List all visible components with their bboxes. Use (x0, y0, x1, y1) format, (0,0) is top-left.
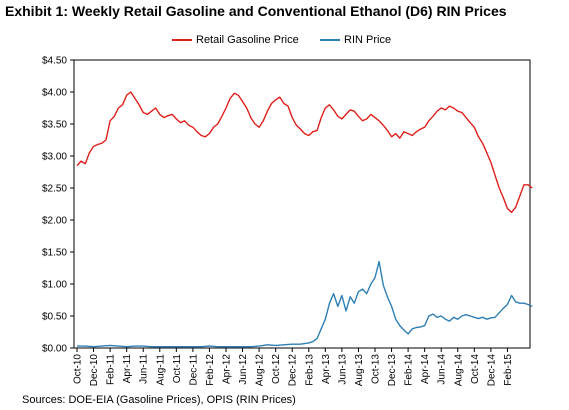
plot-area (73, 59, 531, 349)
x-tick-label: Aug-13 (354, 354, 365, 387)
x-axis: Oct-10 Dec-10 Feb-11 Apr-11 Jun-11 Aug-11 Oct-… (73, 348, 514, 386)
x-tick-label: Apr-14 (420, 354, 431, 384)
x-tick-label: Feb-15 (503, 354, 514, 386)
x-tick-label: Oct-10 (73, 354, 84, 384)
x-tick-label: Dec-14 (486, 354, 497, 387)
x-tick-label: Aug-11 (155, 354, 166, 386)
x-tick-label: Feb-14 (404, 354, 415, 386)
y-tick-label: $0.50 (42, 312, 67, 323)
x-tick-label: Feb-13 (304, 354, 315, 386)
y-tick-label: $2.50 (42, 184, 67, 195)
legend: Retail Gasoline Price RIN Price (0, 34, 569, 50)
series-line-gasoline (76, 91, 533, 214)
y-tick-label: $3.00 (42, 152, 67, 163)
x-tick-label: Apr-11 (122, 354, 133, 384)
x-tick-label: Apr-13 (321, 354, 332, 384)
y-tick-label: $0.00 (42, 344, 67, 355)
x-tick-label: Dec-10 (89, 354, 100, 387)
x-tick-label: Dec-11 (188, 354, 199, 386)
y-tick-label: $4.50 (42, 56, 67, 67)
x-tick-label: Aug-14 (453, 354, 464, 387)
x-tick-label: Oct-13 (371, 354, 382, 384)
x-tick-label: Oct-14 (470, 354, 481, 384)
y-axis: $0.00 $0.50 $1.00 $1.50 $2.00 $2.50 $3.00 $3.50… (42, 56, 74, 355)
x-tick-label: Oct-11 (172, 354, 183, 384)
legend-swatch-rin (320, 39, 340, 41)
y-tick-label: $3.50 (42, 120, 67, 131)
y-tick-label: $1.00 (42, 280, 67, 291)
x-tick-label: Jun-13 (337, 354, 348, 385)
source-note: Sources: DOE-EIA (Gasoline Prices), OPIS… (22, 394, 296, 406)
y-tick-label: $1.50 (42, 248, 67, 259)
y-tick-label: $4.00 (42, 88, 67, 99)
x-tick-label: Dec-13 (387, 354, 398, 387)
series-group (76, 91, 533, 348)
series-line-rin (77, 260, 533, 348)
y-tick-label: $2.00 (42, 216, 67, 227)
x-tick-label: Jun-11 (139, 354, 150, 384)
x-tick-label: Jun-14 (437, 354, 448, 385)
x-tick-label: Jun-12 (238, 354, 249, 385)
x-tick-label: Feb-12 (205, 354, 216, 386)
legend-item-rin: RIN Price (320, 34, 391, 46)
x-tick-label: Oct-12 (271, 354, 282, 384)
x-tick-label: Apr-12 (222, 354, 233, 384)
legend-label-gasoline: Retail Gasoline Price (196, 34, 299, 46)
legend-item-gasoline: Retail Gasoline Price (172, 34, 299, 46)
legend-label-rin: RIN Price (344, 34, 392, 46)
legend-swatch-gasoline (172, 39, 192, 41)
chart-title: Exhibit 1: Weekly Retail Gasoline and Co… (5, 3, 507, 19)
x-tick-label: Feb-11 (106, 354, 117, 385)
x-tick-label: Dec-12 (288, 354, 299, 387)
x-tick-label: Aug-12 (255, 354, 266, 387)
